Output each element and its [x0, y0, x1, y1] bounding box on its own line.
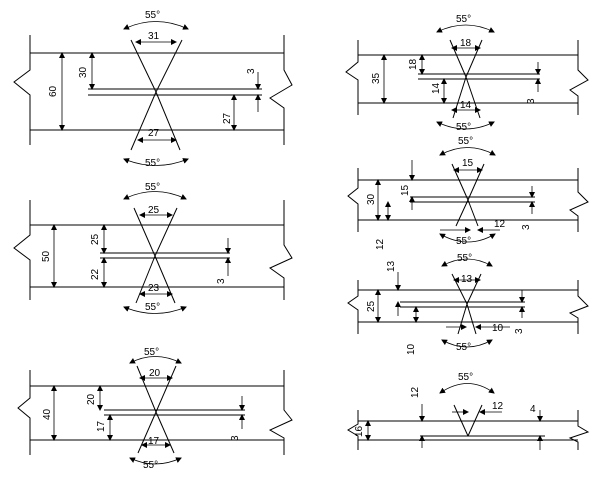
- angle-top-label: 55°: [458, 372, 473, 383]
- gap-label: 3: [246, 68, 257, 74]
- joint-25: 55° 55° 13 10 25 13 10 3: [347, 253, 589, 355]
- gap-label: 3: [514, 328, 525, 334]
- root-bottom-label: 14: [460, 100, 472, 111]
- depth-top-label: 30: [78, 66, 89, 78]
- gap-label: 3: [526, 98, 537, 104]
- root-bottom-label: 17: [148, 436, 160, 447]
- angle-top-label: 55°: [145, 10, 160, 21]
- gap-label: 3: [521, 224, 532, 230]
- angle-top-label: 55°: [457, 253, 472, 264]
- thickness-label: 50: [41, 250, 52, 262]
- joint-30: 55° 55° 15 12 30 15 12 3: [347, 136, 589, 250]
- thickness-label: 40: [42, 408, 53, 420]
- depth-bottom-label: 17: [96, 420, 107, 432]
- angle-bottom-label: 55°: [456, 342, 471, 353]
- thickness-label: 16: [354, 425, 365, 437]
- thickness-label: 25: [366, 300, 377, 312]
- thickness-label: 30: [366, 193, 377, 205]
- gap-label: 3: [230, 435, 241, 441]
- gap-label: 4: [530, 404, 536, 415]
- joint-50: 55° 55° 25 23 50 25 22 3: [13, 182, 293, 314]
- joint-35: 55° 55° 18 14 35 18 14 3: [345, 14, 589, 133]
- depth-top-label: 15: [400, 184, 411, 196]
- angle-top-label: 55°: [458, 136, 473, 147]
- root-top-label: 20: [149, 368, 161, 379]
- root-bottom-label: 10: [492, 323, 504, 334]
- joint-40: 55° 55° 20 17 40 20 17 3: [17, 347, 293, 471]
- root-bottom-label: 27: [148, 128, 160, 139]
- depth-top-label: 20: [86, 393, 97, 405]
- root-top-label: 15: [462, 158, 474, 169]
- angle-bottom-label: 55°: [145, 158, 160, 169]
- root-top-label: 13: [461, 274, 473, 285]
- root-top-label: 25: [148, 205, 160, 216]
- angle-bottom-label: 55°: [145, 302, 160, 313]
- angle-bottom-label: 55°: [456, 122, 471, 133]
- depth-top-label: 12: [410, 386, 421, 398]
- angle-top-label: 55°: [145, 182, 160, 193]
- depth-top-label: 18: [408, 58, 419, 70]
- angle-bottom-label: 55°: [143, 460, 158, 471]
- thickness-label: 60: [48, 85, 59, 97]
- angle-top-label: 55°: [456, 14, 471, 25]
- root-bottom-label: 23: [148, 283, 160, 294]
- depth-bottom-label: 22: [90, 268, 101, 280]
- joint-16: 55° 12 16 12 4: [347, 372, 590, 450]
- depth-bottom-label: 12: [375, 238, 386, 250]
- root-top-label: 18: [460, 38, 472, 49]
- thickness-label: 35: [371, 72, 382, 84]
- depth-bottom-label: 27: [222, 112, 233, 124]
- root-top-label: 31: [148, 31, 160, 42]
- depth-bottom-label: 14: [431, 82, 442, 94]
- angle-bottom-label: 55°: [456, 236, 471, 247]
- root-bottom-label: 12: [494, 219, 506, 230]
- depth-bottom-label: 10: [406, 343, 417, 355]
- joint-60: 55° 55° 31 27 60 30 27 3: [13, 10, 293, 169]
- gap-label: 3: [216, 278, 227, 284]
- depth-top-label: 25: [90, 233, 101, 245]
- root-top-label: 12: [492, 401, 504, 412]
- angle-top-label: 55°: [144, 347, 159, 358]
- depth-top-label: 13: [386, 260, 397, 272]
